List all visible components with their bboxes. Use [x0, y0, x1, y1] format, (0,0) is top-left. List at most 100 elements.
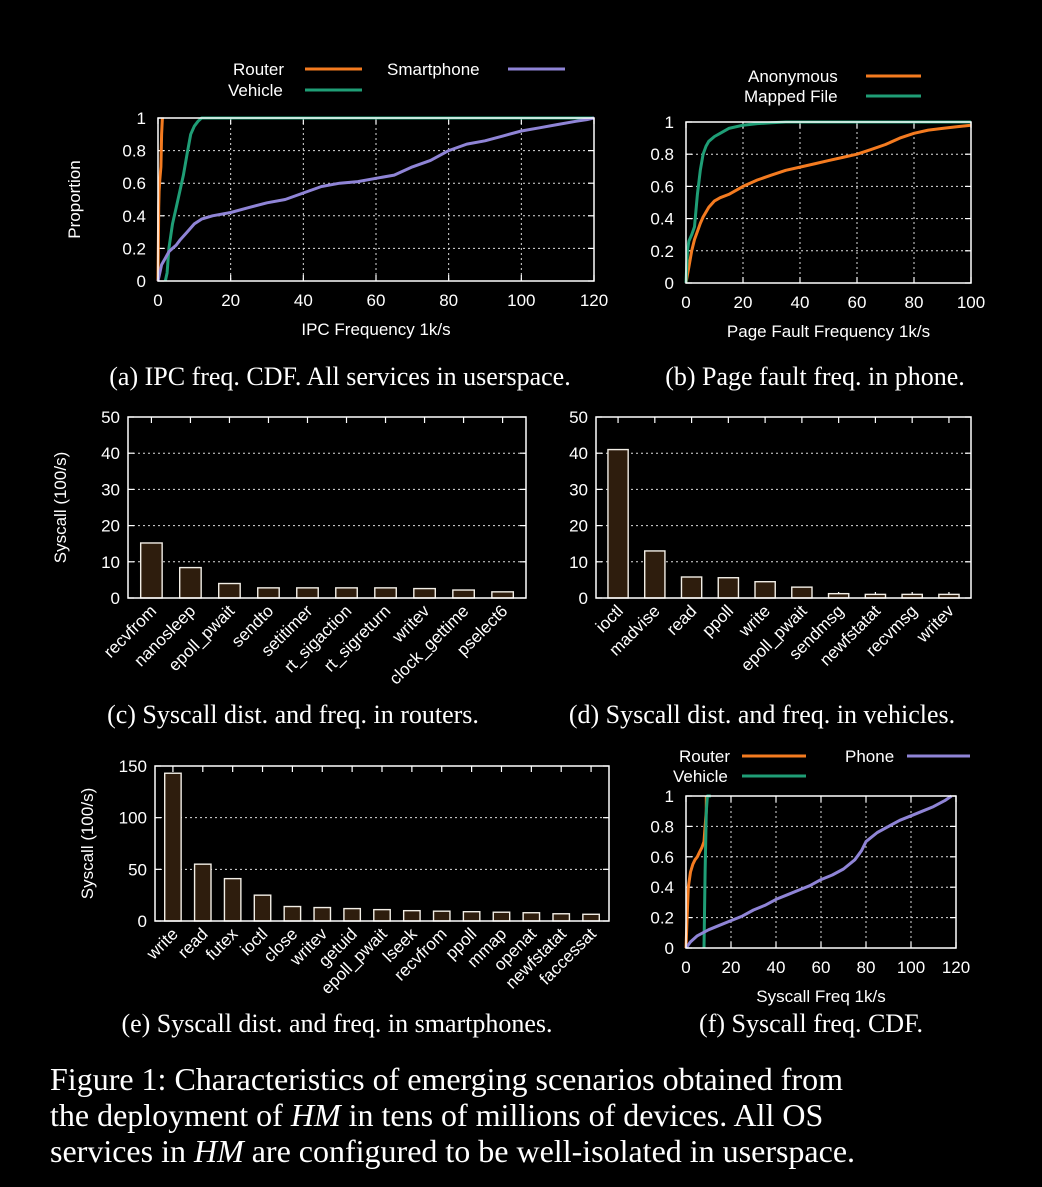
- xtick-label: 40: [294, 291, 313, 310]
- ytick-label: 30: [569, 480, 588, 499]
- bar-writev: [413, 587, 436, 599]
- bar-mmap: [492, 911, 511, 922]
- caption-a: (a) IPC freq. CDF. All services in users…: [109, 362, 570, 391]
- chart-f: 0 0.2 0.4 0.6 0.8 1 0 20 40 60 80 100 120 RouterVehic…: [650, 747, 970, 1006]
- xtick-label: read: [663, 601, 700, 638]
- xtick-label: write: [142, 924, 182, 964]
- ytick-label: 0.8: [650, 145, 674, 164]
- xtick-label: 60: [812, 958, 831, 977]
- figure-caption-3c: are configured to be well-isolated in us…: [244, 1133, 855, 1169]
- series-line-mapped-file: [684, 120, 971, 284]
- caption-b: (b) Page fault freq. in phone.: [665, 362, 965, 391]
- ytick-label: 0.2: [122, 239, 146, 258]
- xtick-label: 100: [957, 293, 985, 312]
- ytick-label: 40: [569, 444, 588, 463]
- bar-epoll_pwait: [373, 908, 391, 922]
- ytick-label: 0.6: [650, 848, 674, 867]
- charts-layer: 00.20.40.60.810 20 40 60 80 100 120RouterVehic…: [51, 60, 985, 1006]
- xtick-label: 20: [722, 958, 741, 977]
- ytick-label: 0: [137, 272, 146, 291]
- bar-ppoll: [717, 577, 740, 599]
- ytick-label: 150: [119, 757, 147, 776]
- series-line-smartphone: [156, 116, 595, 282]
- legend-label: Vehicle: [228, 81, 283, 100]
- ytick-label: 0.6: [650, 177, 674, 196]
- bar-nanosleep: [179, 566, 202, 599]
- ytick-label: 0.8: [122, 142, 146, 161]
- bar-write: [754, 581, 776, 599]
- bar-recvfrom: [432, 910, 451, 922]
- ytick-label: 50: [101, 408, 120, 427]
- caption-d: (d) Syscall dist. and freq. in vehicles.: [569, 700, 955, 729]
- xtick-label: ppoll: [698, 601, 737, 640]
- xtick-label: 0: [681, 958, 690, 977]
- series-line-phone: [684, 794, 953, 949]
- bar-writev: [313, 906, 332, 922]
- y-axis-label: Proportion: [65, 160, 84, 238]
- bar-clock_gettime: [452, 589, 475, 599]
- ytick-label: 0.4: [122, 207, 146, 226]
- ytick-label: 0.8: [650, 817, 674, 836]
- chart-b: 0 0.2 0.4 0.6 0.8 1 0 20 40 60 80 100 AnonymousMappe…: [650, 67, 985, 341]
- legend-label: Smartphone: [387, 60, 480, 79]
- ytick-label: 0.2: [650, 242, 674, 261]
- xtick-label: 60: [848, 293, 867, 312]
- y-axis-label: Syscall (100/s): [78, 788, 97, 899]
- x-axis-label: Syscall Freq 1k/s: [756, 987, 885, 1006]
- legend-label: Phone: [845, 747, 894, 766]
- ytick-label: 30: [101, 480, 120, 499]
- legend-label: Anonymous: [748, 67, 838, 86]
- xtick-label: 120: [580, 291, 608, 310]
- ytick-label: 0.4: [650, 878, 674, 897]
- legend-label: Router: [233, 60, 284, 79]
- chart-e: 050100150writereadfutexioctlclosewritevg…: [78, 757, 610, 998]
- bar-rt_sigreturn: [374, 587, 397, 599]
- ytick-label: 50: [128, 860, 147, 879]
- bar-ioctl: [253, 894, 272, 922]
- ytick-label: 20: [101, 517, 120, 536]
- xtick-label: 20: [221, 291, 240, 310]
- ytick-label: 0: [665, 274, 674, 293]
- bar-rt_sigaction: [335, 587, 358, 599]
- bar-epoll_pwait: [218, 582, 241, 599]
- bar-openat: [522, 912, 541, 922]
- bar-faccessat: [582, 913, 600, 922]
- figure-caption-2a: the deployment of: [50, 1097, 291, 1133]
- bar-getuid: [343, 907, 362, 922]
- bar-read: [193, 863, 212, 922]
- bar-write: [164, 772, 182, 922]
- xtick-label: 0: [153, 291, 162, 310]
- plot-frame-a: [157, 117, 595, 282]
- plot-frame-d: [595, 416, 972, 599]
- bar-ioctl: [607, 448, 629, 599]
- ytick-label: 10: [569, 553, 588, 572]
- x-axis-label: Page Fault Frequency 1k/s: [727, 322, 930, 341]
- ytick-label: 0: [138, 912, 147, 931]
- series-line-vehicle: [163, 116, 594, 282]
- ytick-label: 0: [111, 589, 120, 608]
- figure-caption-2c: in tens of millions of devices. All OS: [341, 1097, 824, 1133]
- caption-c: (c) Syscall dist. and freq. in routers.: [107, 700, 479, 729]
- ytick-label: 0: [665, 939, 674, 958]
- chart-a: 0 0.2 0.4 0.6 0.8 1 0 20 40 60 80 100 120 Router Vehic…: [65, 60, 608, 339]
- legend-label: Vehicle: [673, 767, 728, 786]
- xtick-label: 0: [681, 293, 690, 312]
- ytick-label: 20: [569, 517, 588, 536]
- bar-pselect6: [491, 591, 515, 599]
- bar-sendto: [257, 587, 280, 599]
- legend-label: Mapped File: [744, 87, 838, 106]
- bar-lseek: [402, 909, 421, 922]
- xtick-label: 120: [942, 958, 970, 977]
- ytick-label: 10: [101, 553, 120, 572]
- ytick-label: 50: [569, 408, 588, 427]
- caption-f: (f) Syscall freq. CDF.: [699, 1009, 923, 1038]
- xtick-label: 80: [857, 958, 876, 977]
- legend-label: Router: [679, 747, 730, 766]
- ytick-label: 0.6: [122, 174, 146, 193]
- ytick-label: 1: [665, 113, 674, 132]
- bar-ppoll: [462, 911, 481, 922]
- xtick-label: writev: [912, 601, 958, 647]
- ytick-label: 0.2: [650, 909, 674, 928]
